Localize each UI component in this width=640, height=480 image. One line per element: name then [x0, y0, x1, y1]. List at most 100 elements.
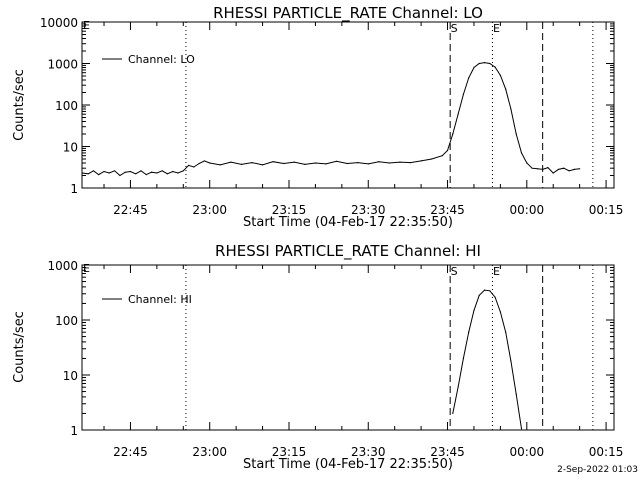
data-point [357, 162, 359, 164]
data-point [251, 162, 253, 164]
data-point [573, 168, 576, 170]
data-point [468, 331, 470, 333]
data-point [462, 93, 464, 95]
data-point [579, 168, 581, 170]
x-axis-label: Start Time (04-Feb-17 22:35:50) [243, 215, 453, 230]
data-point [161, 170, 163, 172]
data-point [182, 170, 184, 172]
x-tick-label: 00:00 [510, 203, 545, 217]
x-tick-label: 23:30 [351, 445, 386, 459]
data-point [314, 162, 316, 164]
x-tick-label: 00:15 [589, 203, 624, 217]
data-point [515, 133, 517, 135]
series-line [81, 62, 580, 177]
series-line [452, 289, 522, 429]
x-tick-label: 23:15 [272, 203, 307, 217]
data-point [140, 170, 142, 172]
data-point [478, 294, 480, 296]
data-point [209, 162, 211, 164]
data-point [494, 296, 496, 298]
data-point [536, 168, 539, 170]
x-tick-label: 23:30 [351, 203, 386, 217]
data-point [98, 174, 100, 176]
data-point [151, 171, 153, 173]
data-point [473, 66, 475, 69]
x-tick-label: 23:45 [430, 445, 465, 459]
y-tick-label: 100 [55, 314, 78, 328]
x-tick-label: 00:15 [589, 445, 624, 459]
plot-frame [81, 264, 615, 431]
data-point [378, 161, 380, 163]
y-tick-label: 100 [55, 99, 78, 113]
data-point [409, 162, 412, 164]
data-point [452, 133, 454, 135]
data-point [124, 171, 126, 173]
data-point [304, 163, 306, 165]
data-point [552, 172, 554, 174]
data-point [483, 289, 486, 291]
x-tick-label: 23:00 [192, 203, 227, 217]
data-point [166, 173, 168, 175]
corner-marker-label: E [83, 262, 90, 275]
data-point [367, 163, 369, 165]
y-tick-label: 1000 [47, 259, 78, 273]
data-point [483, 62, 486, 64]
data-point [230, 161, 232, 163]
data-point [325, 163, 327, 165]
x-axis-label: Start Time (04-Feb-17 22:35:50) [243, 457, 453, 472]
data-point [198, 162, 200, 165]
data-point [420, 160, 422, 162]
data-point [457, 113, 459, 115]
data-point [520, 428, 523, 430]
y-tick-label: 10 [63, 141, 78, 155]
data-point [108, 172, 110, 174]
data-point [510, 108, 512, 110]
data-point [335, 160, 338, 162]
data-point [219, 164, 221, 166]
legend-label: Channel: LO [128, 53, 195, 66]
data-point [473, 309, 475, 311]
data-point [531, 167, 533, 169]
x-tick-label: 23:00 [192, 445, 227, 459]
data-point [119, 174, 121, 177]
data-point [505, 331, 507, 333]
data-point [468, 77, 470, 79]
data-point [478, 62, 480, 65]
x-tick-label: 23:15 [272, 445, 307, 459]
y-tick-label: 1000 [47, 58, 78, 72]
data-point [462, 357, 464, 359]
data-point [240, 163, 242, 165]
data-point [489, 62, 491, 65]
data-point [505, 88, 507, 90]
data-point [542, 168, 544, 170]
event-marker-label: E [493, 22, 500, 35]
chart-title: RHESSI PARTICLE_RATE Channel: LO [213, 4, 483, 23]
data-point [499, 74, 501, 76]
data-point [515, 393, 517, 395]
data-point [510, 360, 512, 362]
data-point [87, 173, 89, 175]
chart-title: RHESSI PARTICLE_RATE Channel: HI [215, 242, 481, 261]
data-point [520, 152, 523, 154]
legend-label: Channel: HI [128, 293, 192, 306]
data-point [283, 162, 285, 165]
data-point [399, 161, 401, 163]
data-point [293, 161, 295, 163]
x-tick-label: 22:45 [113, 445, 148, 459]
data-point [103, 170, 105, 173]
y-axis-label: Counts/sec [12, 69, 27, 141]
data-point [262, 164, 264, 166]
corner-marker-label: E [83, 19, 90, 32]
y-tick-label: 1 [70, 182, 78, 196]
y-tick-label: 10000 [40, 16, 78, 30]
data-point [494, 66, 496, 68]
data-point [568, 170, 570, 172]
data-point [557, 168, 560, 170]
data-point [499, 311, 501, 313]
y-tick-label: 10 [63, 369, 78, 383]
data-point [172, 170, 174, 173]
data-point [145, 174, 147, 176]
data-point [346, 162, 348, 165]
data-point [81, 172, 83, 174]
